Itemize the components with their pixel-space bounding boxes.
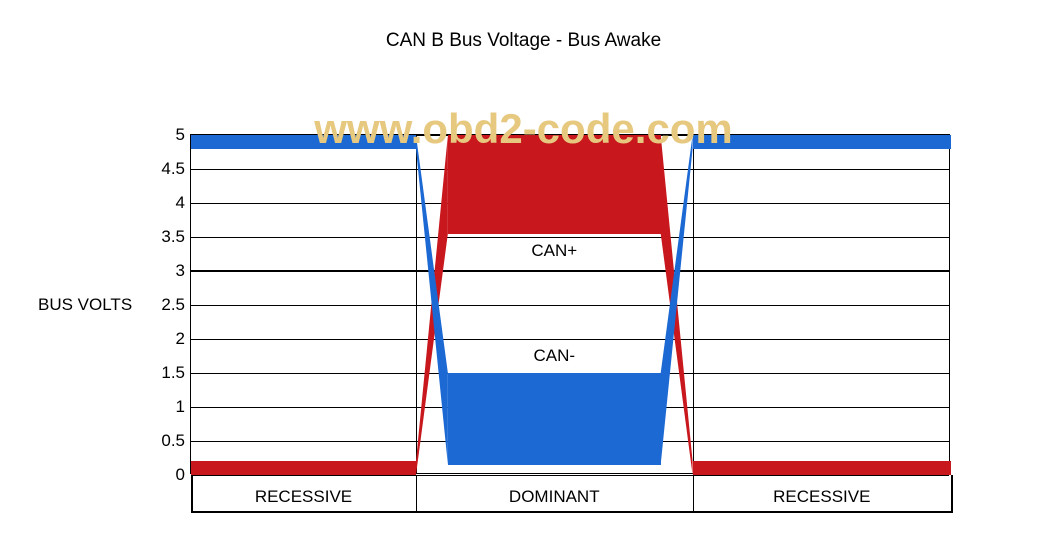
y-tick-label: 2: [141, 329, 185, 349]
can-minus-band-recessive-left: [191, 135, 416, 149]
y-axis-label: BUS VOLTS: [38, 295, 132, 315]
chart-container: 00.511.522.533.544.55CAN+CAN-RECESSIVEDO…: [190, 134, 950, 474]
y-tick-label: 3.5: [141, 227, 185, 247]
y-tick-label: 2.5: [141, 295, 185, 315]
can-minus-label: CAN-: [533, 346, 575, 366]
y-tick-label: 3: [141, 261, 185, 281]
can-plus-label: CAN+: [531, 241, 577, 261]
frame-bottom: [191, 511, 953, 513]
section-state-label: RECESSIVE: [773, 487, 870, 507]
y-tick-label: 5: [141, 125, 185, 145]
can-plus-band-dominant: [448, 135, 661, 234]
can-minus-band-recessive-right: [693, 135, 951, 149]
y-tick-label: 1.5: [141, 363, 185, 383]
frame-extension: [951, 475, 953, 511]
y-tick-label: 4.5: [141, 159, 185, 179]
chart-title: CAN B Bus Voltage - Bus Awake: [0, 30, 1047, 52]
y-tick-label: 0: [141, 465, 185, 485]
frame-extension: [191, 475, 193, 511]
gridline: [191, 475, 949, 476]
y-tick-label: 0.5: [141, 431, 185, 451]
section-state-label: RECESSIVE: [255, 487, 352, 507]
section-state-label: DOMINANT: [509, 487, 600, 507]
y-tick-label: 4: [141, 193, 185, 213]
y-tick-label: 1: [141, 397, 185, 417]
section-divider-extension: [416, 475, 417, 511]
can-plus-band-recessive-left: [191, 461, 416, 475]
plot-area: 00.511.522.533.544.55CAN+CAN-RECESSIVEDO…: [190, 134, 950, 474]
can-minus-band-dominant: [448, 373, 661, 465]
can-plus-band-recessive-right: [693, 461, 951, 475]
section-divider-extension: [693, 475, 694, 511]
